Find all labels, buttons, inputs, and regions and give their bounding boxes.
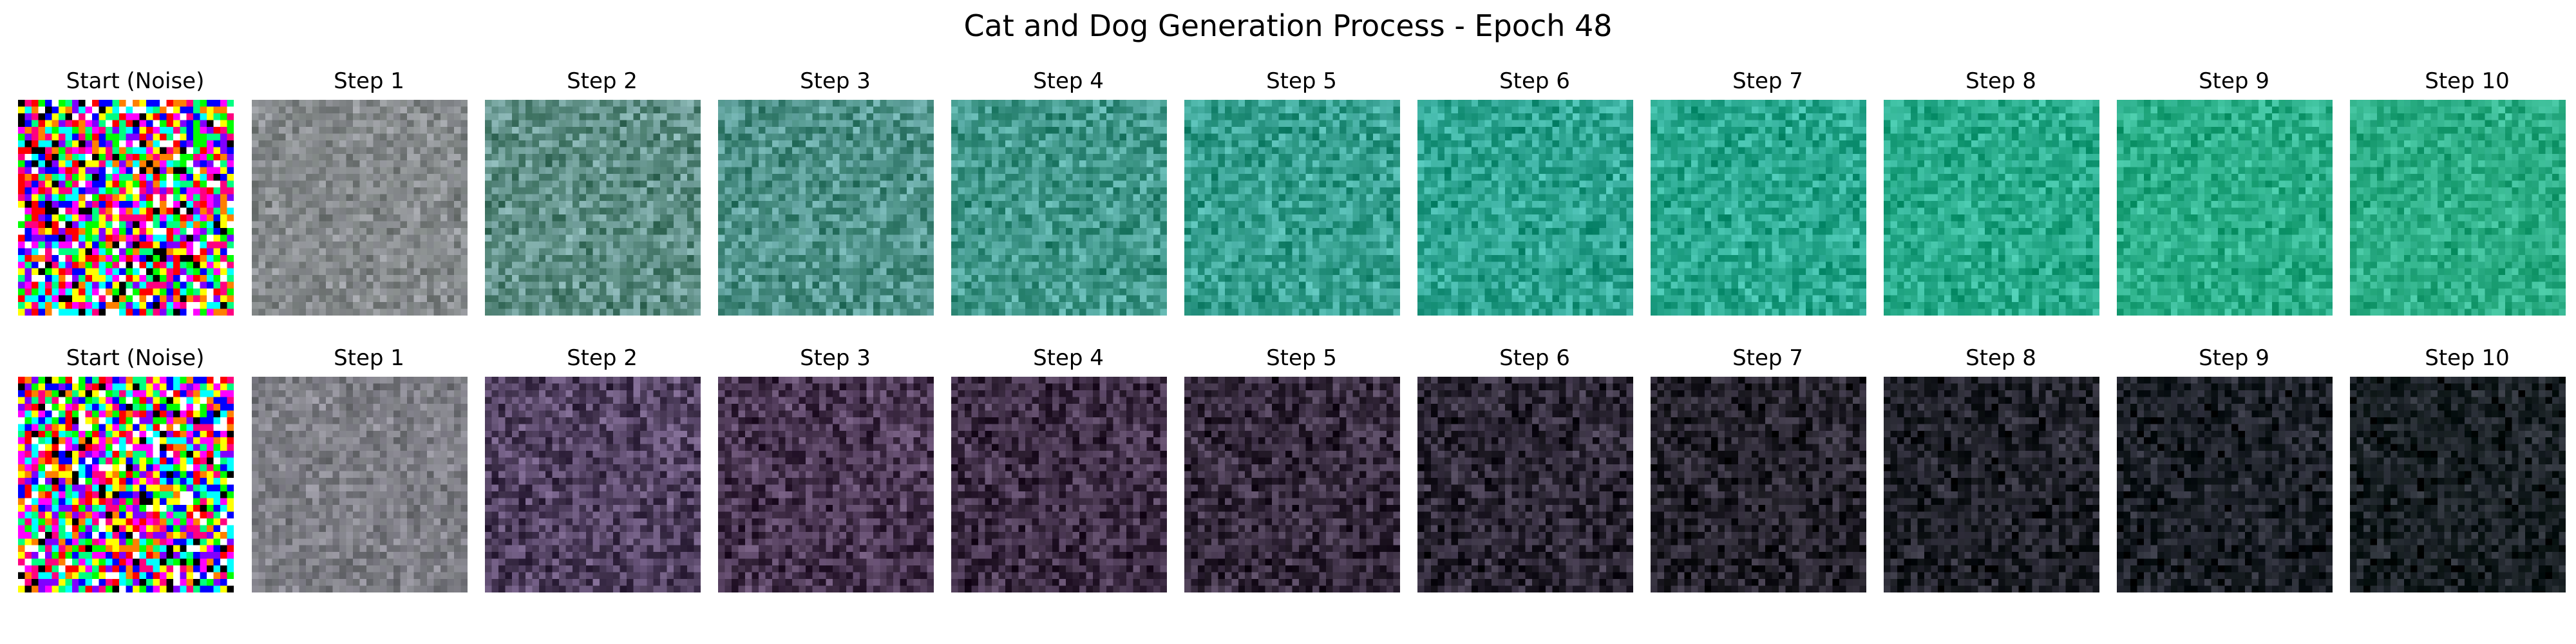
row-2-panel-image	[18, 377, 234, 592]
row-1-panel-title: Step 4	[1033, 68, 1104, 94]
row-2-panel-title: Step 6	[1499, 345, 1570, 371]
figure-title: Cat and Dog Generation Process - Epoch 4…	[963, 8, 1613, 43]
row-1-panel-image	[718, 100, 934, 316]
row-1-panel-image	[1417, 100, 1633, 316]
row-2-panel-image	[2350, 377, 2566, 592]
row-2-panel-image	[1884, 377, 2099, 592]
row-2-panel-title: Step 4	[1033, 345, 1104, 371]
row-1-panel-image	[252, 100, 468, 316]
row-2-panel-image	[1184, 377, 1400, 592]
row-2-panel-image	[1417, 377, 1633, 592]
row-1-panel-image	[2117, 100, 2333, 316]
row-1-panel-image	[1884, 100, 2099, 316]
row-2-panel-image	[951, 377, 1167, 592]
row-1-panel-image	[2350, 100, 2566, 316]
row-2-panel-title: Step 7	[1732, 345, 1803, 371]
row-1-panel-title: Step 9	[2199, 68, 2269, 94]
row-2-panel-image	[718, 377, 934, 592]
row-2-panel-image	[485, 377, 701, 592]
row-1-panel-title: Step 1	[334, 68, 404, 94]
row-1-panel-image	[18, 100, 234, 316]
row-1-panel-title: Start (Noise)	[66, 68, 205, 94]
row-1-panel-image	[485, 100, 701, 316]
row-2-panel-title: Step 2	[567, 345, 638, 371]
row-2-panel-image	[2117, 377, 2333, 592]
row-1-panel-title: Step 10	[2425, 68, 2510, 94]
row-2-panel-title: Step 5	[1266, 345, 1337, 371]
row-2-panel-title: Step 1	[334, 345, 404, 371]
row-1-panel-image	[1651, 100, 1866, 316]
row-2-panel-title: Step 10	[2425, 345, 2510, 371]
row-2-panel-title: Step 8	[1965, 345, 2036, 371]
row-2-panel-title: Step 3	[800, 345, 871, 371]
row-1-panel-title: Step 7	[1732, 68, 1803, 94]
row-1-panel-title: Step 8	[1965, 68, 2036, 94]
row-2-panel-image	[1651, 377, 1866, 592]
row-1-panel-title: Step 5	[1266, 68, 1337, 94]
row-1-panel-image	[951, 100, 1167, 316]
row-1-panel-title: Step 2	[567, 68, 638, 94]
row-1-panel-image	[1184, 100, 1400, 316]
row-1-panel-title: Step 3	[800, 68, 871, 94]
row-2-panel-image	[252, 377, 468, 592]
row-2-panel-title: Start (Noise)	[66, 345, 205, 371]
row-1-panel-title: Step 6	[1499, 68, 1570, 94]
row-2-panel-title: Step 9	[2199, 345, 2269, 371]
